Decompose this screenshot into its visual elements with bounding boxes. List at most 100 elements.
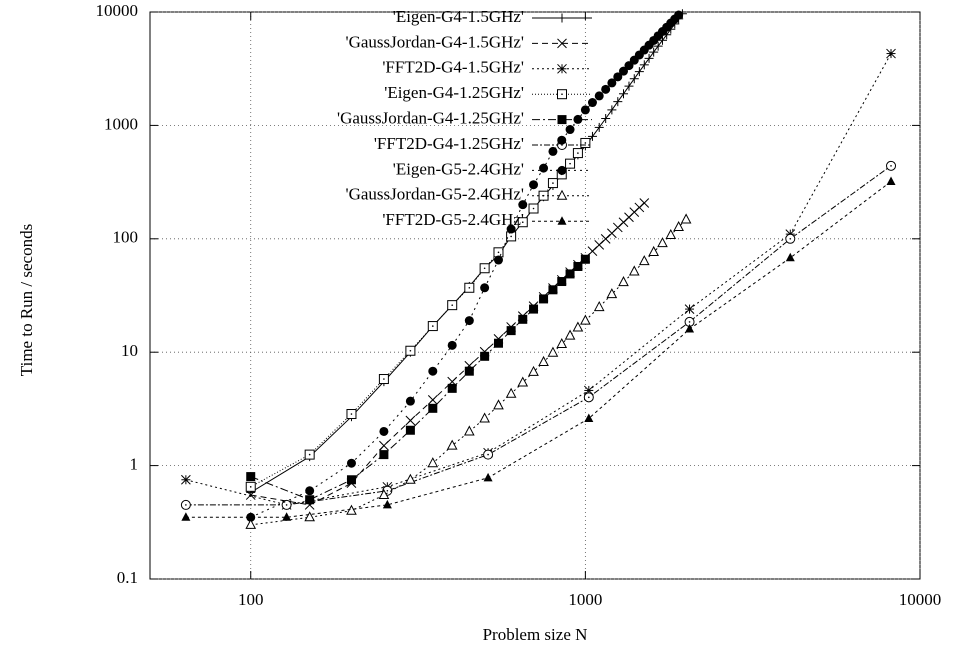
marker-stroke — [557, 63, 567, 74]
marker-dot — [510, 235, 512, 238]
marker-shape — [517, 376, 529, 387]
marker-stroke — [684, 304, 695, 314]
marker-dot — [285, 504, 288, 506]
marker-shape — [538, 355, 549, 366]
marker — [580, 254, 590, 264]
marker-shape — [405, 396, 415, 406]
marker — [618, 89, 628, 99]
marker-dot — [249, 486, 252, 488]
marker-stroke — [427, 394, 438, 405]
marker — [479, 263, 490, 274]
marker — [529, 180, 539, 190]
series-line — [185, 165, 892, 506]
marker-dot — [308, 453, 311, 456]
marker-shape — [493, 399, 504, 410]
y-tick-label: 0.1 — [117, 568, 138, 587]
legend-label: 'Eigen-G5-2.4GHz' — [393, 159, 524, 178]
marker-shape — [548, 285, 558, 295]
marker — [594, 122, 604, 132]
marker-shape — [557, 277, 567, 287]
marker-shape — [548, 146, 558, 156]
marker-shape — [379, 426, 389, 436]
marker-dot — [521, 221, 524, 224]
marker — [673, 220, 684, 232]
marker — [573, 114, 583, 124]
marker-shape — [564, 329, 576, 340]
marker-shape — [573, 261, 583, 271]
marker-shape — [557, 165, 567, 175]
marker-shape — [346, 458, 356, 468]
marker-shape — [556, 337, 568, 349]
legend-label: 'GaussJordan-G5-2.4GHz' — [346, 185, 524, 204]
marker — [447, 340, 457, 350]
marker-shape — [518, 200, 528, 210]
marker — [282, 512, 292, 521]
marker-dot — [185, 504, 187, 506]
marker-shape — [479, 412, 490, 423]
marker — [657, 35, 667, 45]
marker — [539, 163, 549, 173]
marker — [483, 449, 494, 460]
marker — [428, 403, 438, 413]
marker-shape — [447, 340, 457, 350]
marker — [405, 396, 415, 406]
marker-shape — [628, 265, 640, 276]
marker — [427, 321, 438, 332]
marker — [628, 265, 640, 276]
marker — [245, 518, 257, 529]
marker — [548, 285, 558, 295]
marker-shape — [245, 518, 257, 529]
series-line — [185, 53, 892, 506]
marker-shape — [665, 228, 677, 240]
marker — [653, 41, 663, 51]
marker — [305, 486, 315, 496]
marker — [685, 324, 695, 333]
marker-shape — [593, 301, 605, 312]
marker — [607, 78, 617, 88]
marker-shape — [282, 512, 292, 521]
marker — [382, 499, 392, 509]
marker — [639, 198, 650, 208]
marker — [493, 399, 504, 410]
marker — [684, 304, 695, 314]
marker — [557, 89, 567, 100]
marker-shape — [464, 366, 474, 376]
marker-dot — [383, 378, 385, 380]
y-tick-label: 1000 — [104, 114, 138, 133]
marker-shape — [506, 224, 516, 234]
marker — [613, 72, 623, 82]
marker — [584, 413, 594, 423]
marker-shape — [580, 314, 591, 325]
marker-shape — [493, 255, 503, 265]
marker-shape — [547, 346, 559, 357]
marker-shape — [464, 316, 474, 326]
marker — [674, 10, 684, 20]
marker — [564, 329, 576, 340]
marker — [405, 345, 416, 356]
marker-shape — [557, 135, 567, 145]
marker — [607, 105, 617, 115]
legend-label: 'Eigen-G4-1.25GHz' — [384, 83, 524, 102]
marker-dot — [431, 325, 434, 327]
x-axis-title: Problem size N — [483, 625, 588, 644]
marker-shape — [657, 237, 668, 248]
y-tick-label: 10 — [121, 341, 138, 360]
marker — [428, 366, 438, 376]
marker — [506, 326, 516, 336]
marker — [464, 282, 475, 293]
marker — [304, 511, 315, 522]
marker — [181, 512, 191, 521]
marker-shape — [587, 98, 597, 108]
marker — [785, 233, 796, 244]
marker-shape — [506, 326, 516, 336]
marker-shape — [529, 304, 539, 314]
marker-dot — [532, 207, 535, 210]
marker-dot — [890, 165, 892, 167]
marker-shape — [528, 365, 539, 376]
marker — [580, 105, 590, 115]
marker — [378, 488, 390, 500]
marker — [245, 490, 256, 500]
marker — [573, 261, 583, 271]
marker — [618, 276, 629, 287]
